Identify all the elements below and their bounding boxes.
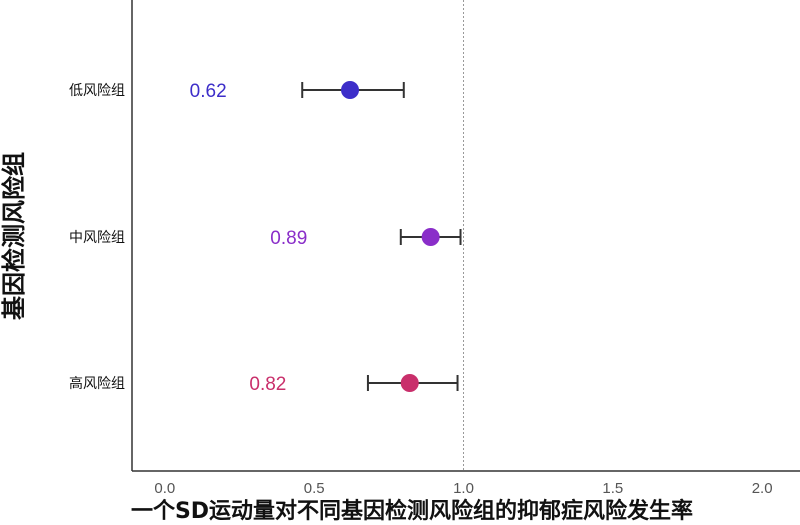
estimate-point	[341, 81, 360, 99]
x-tick-label: 2.0	[752, 480, 773, 497]
x-tick-label: 1.0	[453, 480, 474, 497]
estimate-label: 0.62	[190, 81, 227, 102]
category-label: 高风险组	[69, 375, 125, 392]
forest-row: 中风险组 0.89	[69, 228, 462, 249]
forest-row: 低风险组 0.62	[69, 81, 405, 102]
y-axis-label: 基因检测风险组	[0, 152, 28, 320]
x-tick-label: 0.5	[304, 480, 325, 497]
category-label: 中风险组	[69, 230, 125, 246]
category-label: 低风险组	[69, 83, 125, 99]
estimate-label: 0.89	[270, 228, 307, 249]
estimate-label: 0.82	[249, 374, 286, 395]
x-axis-label: 一个SD运动量对不同基因检测风险组的抑郁症风险发生率	[131, 498, 693, 524]
estimate-point	[421, 228, 440, 246]
estimate-point	[400, 374, 419, 392]
x-tick-label: 0.0	[154, 480, 175, 497]
x-tick-label: 1.5	[602, 480, 623, 497]
forest-row: 高风险组 0.82	[69, 374, 459, 395]
